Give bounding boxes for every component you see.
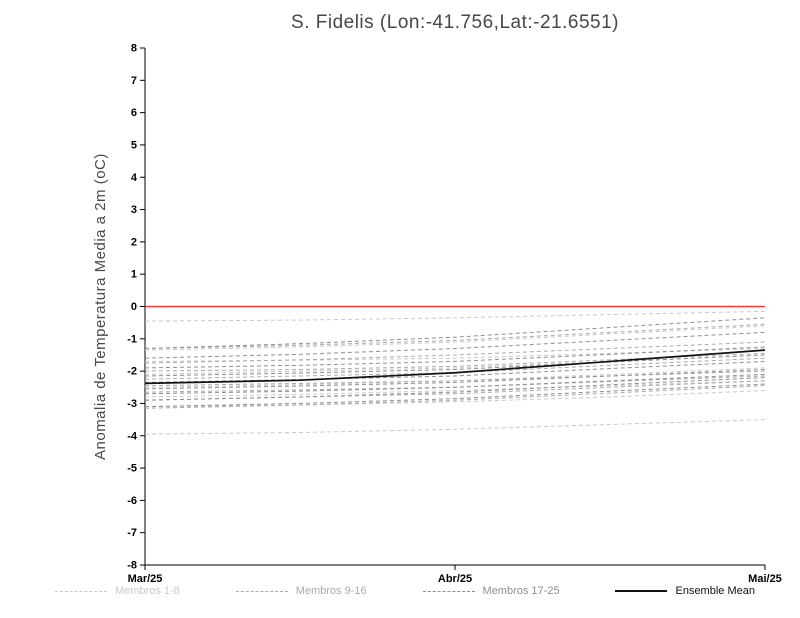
y-tick-label: -6	[127, 495, 137, 507]
y-tick-label: 4	[131, 172, 138, 184]
y-tick-label: 6	[131, 107, 137, 119]
legend-item-membros-17-25: Membros 17-25	[422, 585, 560, 597]
legend-item-membros-9-16: Membros 9-16	[235, 585, 367, 597]
ensemble-mean-line	[144, 349, 766, 385]
y-tick-label: -7	[127, 527, 137, 539]
ensemble-member-line	[144, 390, 766, 408]
ensemble-member-line	[144, 310, 766, 322]
ensemble-member-line	[144, 380, 766, 401]
legend-item-ensemble-mean: Ensemble Mean	[615, 585, 755, 597]
dashed-line-sample-icon	[422, 590, 475, 592]
y-tick-label: -3	[127, 398, 137, 410]
ensemble-member-line	[144, 323, 766, 350]
ensemble-member-line	[144, 341, 766, 364]
ensemble-member-line	[144, 331, 766, 359]
x-tick-label: Abr/25	[438, 573, 472, 585]
legend-label: Membros 1-8	[115, 585, 180, 597]
legend-label: Membros 9-16	[295, 585, 367, 597]
ensemble-member-line	[144, 419, 766, 435]
y-tick-label: 5	[131, 139, 137, 151]
ensemble-member-line	[144, 373, 766, 395]
ensemble-member-line	[144, 377, 766, 401]
ensemble-member-line	[144, 354, 766, 377]
ensemble-member-line	[144, 348, 766, 362]
ensemble-member-line	[144, 380, 766, 398]
x-tick-label: Mai/25	[748, 573, 782, 585]
ensemble-member-line	[144, 385, 766, 409]
legend: Membros 1-8 Membros 9-16 Membros 17-25 E…	[55, 585, 755, 597]
ensemble-member-line	[144, 360, 766, 383]
y-tick-label: -5	[127, 463, 137, 475]
y-tick-label: -1	[127, 333, 137, 345]
dashed-line-sample-icon	[55, 590, 107, 592]
solid-line-sample-icon	[615, 590, 668, 592]
y-tick-label: -4	[127, 430, 138, 442]
ensemble-member-line	[144, 346, 766, 369]
y-tick-label: 7	[131, 75, 137, 87]
ensemble-member-line	[144, 383, 766, 408]
ensemble-member-line	[144, 370, 766, 387]
chart-title: S. Fidelis (Lon:-41.756,Lat:-21.6551)	[291, 12, 619, 33]
ensemble-member-line	[144, 354, 766, 375]
y-tick-label: 0	[131, 301, 137, 313]
ensemble-member-line	[144, 369, 766, 390]
y-tick-label: 3	[131, 204, 137, 216]
ensemble-member-line	[144, 325, 766, 351]
legend-label: Ensemble Mean	[675, 585, 755, 597]
dashed-line-sample-icon	[235, 590, 288, 592]
legend-item-membros-1-8: Membros 1-8	[55, 585, 180, 597]
y-tick-label: -2	[127, 366, 137, 378]
y-tick-label: 2	[131, 236, 137, 248]
y-tick-label: 1	[131, 269, 137, 281]
y-tick-label: 8	[131, 43, 137, 55]
y-tick-label: -8	[127, 560, 137, 572]
ensemble-member-line	[144, 352, 766, 372]
legend-label: Membros 17-25	[482, 585, 560, 597]
x-tick-label: Mar/25	[128, 573, 163, 585]
ensemble-member-line	[144, 317, 766, 350]
